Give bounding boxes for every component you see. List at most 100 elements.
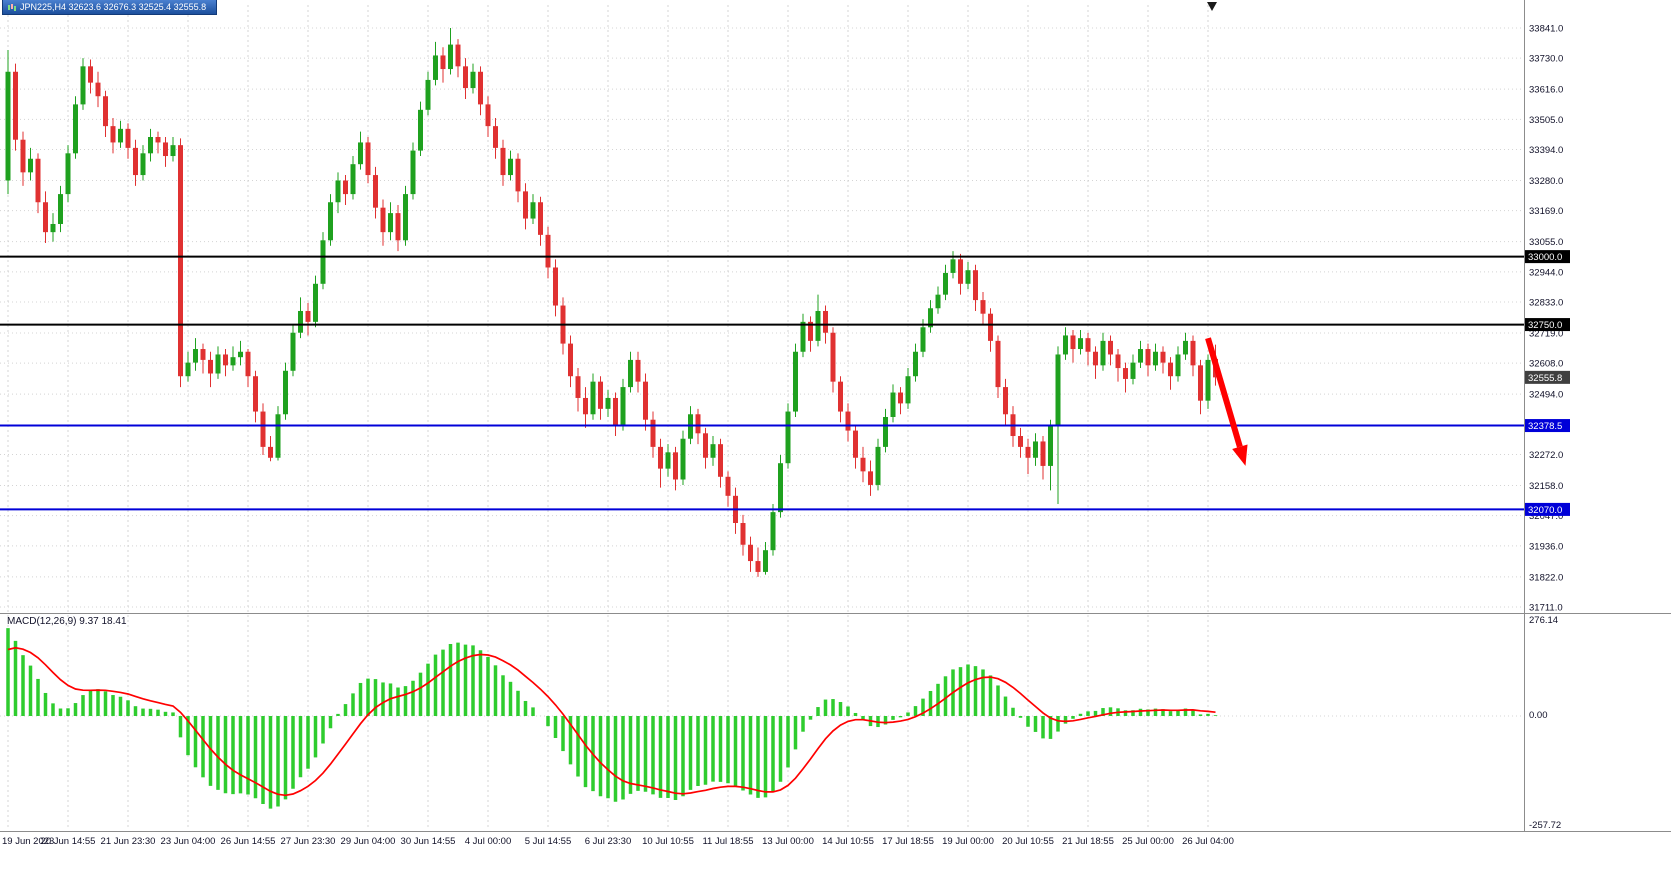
candle-body bbox=[898, 392, 903, 404]
time-axis-label: 26 Jun 14:55 bbox=[221, 836, 276, 847]
candle-body bbox=[1100, 340, 1106, 366]
price-badge bbox=[1525, 370, 1570, 384]
candle-body bbox=[823, 310, 828, 333]
candle-body bbox=[133, 147, 138, 176]
candle-body bbox=[463, 66, 468, 89]
candle-body bbox=[830, 332, 836, 382]
candle-body bbox=[628, 359, 633, 388]
price-badge-label: 32750.0 bbox=[1528, 320, 1562, 331]
candle-body bbox=[530, 202, 536, 219]
candle-body bbox=[335, 180, 341, 203]
candle-body bbox=[493, 126, 498, 148]
time-axis-label: 26 Jul 04:00 bbox=[1182, 836, 1234, 847]
trend-arrow-head[interactable] bbox=[1232, 444, 1248, 466]
candle-body bbox=[200, 349, 206, 360]
candle-body bbox=[620, 387, 626, 426]
time-axis-label: 30 Jun 14:55 bbox=[401, 836, 456, 847]
time-axis-label: 20 Jun 14:55 bbox=[41, 836, 96, 847]
candle-body bbox=[380, 207, 386, 233]
candle-body bbox=[868, 471, 873, 485]
candle-body bbox=[298, 310, 303, 333]
candle-body bbox=[388, 213, 393, 233]
candle-body bbox=[365, 142, 371, 176]
candle-body bbox=[478, 71, 483, 105]
candle-body bbox=[928, 308, 933, 328]
candle-body bbox=[755, 561, 761, 572]
candle-body bbox=[455, 44, 461, 67]
candle-body bbox=[440, 55, 446, 70]
price-badge-label: 32378.5 bbox=[1528, 421, 1562, 432]
price-badge bbox=[1525, 419, 1570, 433]
time-axis-label: 10 Jul 10:55 bbox=[642, 836, 694, 847]
candle-body bbox=[583, 397, 588, 415]
time-axis-label: 11 Jul 18:55 bbox=[702, 836, 753, 847]
candle-body bbox=[65, 153, 71, 195]
candle-body bbox=[965, 270, 971, 284]
price-axis-label: 32272.0 bbox=[1529, 450, 1563, 461]
candle-body bbox=[403, 194, 408, 241]
time-axis-label: 13 Jul 00:00 bbox=[762, 836, 814, 847]
candle-body bbox=[88, 66, 93, 83]
candle-body bbox=[853, 430, 858, 458]
macd-signal-line bbox=[7, 646, 1216, 797]
price-axis-label: 31711.0 bbox=[1529, 603, 1563, 614]
price-axis-label: 33280.0 bbox=[1529, 176, 1563, 187]
price-axis-label: 32494.0 bbox=[1529, 390, 1563, 401]
candle-body bbox=[1018, 436, 1023, 447]
candle-body bbox=[1108, 340, 1113, 355]
candle-body bbox=[1033, 441, 1038, 458]
candle-body bbox=[515, 158, 521, 192]
price-axis-label: 32719.0 bbox=[1529, 328, 1563, 339]
candle-body bbox=[208, 359, 213, 374]
candle-body bbox=[860, 457, 866, 472]
candle-body bbox=[238, 351, 243, 358]
price-axis-label: 33616.0 bbox=[1529, 85, 1563, 96]
candle-body bbox=[118, 128, 123, 143]
candle-body bbox=[140, 153, 146, 176]
candle-body bbox=[1115, 354, 1121, 369]
candle-body bbox=[5, 71, 11, 181]
candle-body bbox=[703, 433, 708, 458]
candle-body bbox=[845, 411, 851, 431]
candlestick-chart-icon bbox=[7, 3, 16, 12]
chart-tab[interactable]: JPN225,H4 32623.6 32676.3 32525.4 32555.… bbox=[2, 0, 218, 15]
price-axis-label: 33055.0 bbox=[1529, 237, 1563, 248]
candle-body bbox=[958, 259, 963, 284]
candle-body bbox=[80, 66, 86, 105]
candle-body bbox=[395, 213, 401, 241]
trend-arrow-shaft[interactable] bbox=[1205, 337, 1243, 448]
candle-body bbox=[590, 381, 596, 415]
candle-body bbox=[508, 158, 513, 176]
candle-body bbox=[673, 452, 678, 480]
time-axis-label: 6 Jul 23:30 bbox=[585, 836, 631, 847]
candle-body bbox=[815, 310, 821, 341]
candle-body bbox=[838, 381, 843, 412]
candle-body bbox=[920, 327, 926, 352]
candle-body bbox=[1078, 338, 1083, 350]
candle-body bbox=[905, 376, 911, 404]
candle-body bbox=[253, 376, 258, 412]
chart-shift-marker-icon[interactable] bbox=[1207, 2, 1217, 11]
price-badge bbox=[1525, 502, 1570, 516]
price-axis-label: 32608.0 bbox=[1529, 359, 1563, 370]
candle-body bbox=[1055, 354, 1061, 426]
candle-body bbox=[943, 272, 948, 295]
candle-body bbox=[223, 354, 228, 366]
candle-body bbox=[718, 444, 723, 477]
price-badge-label: 32555.8 bbox=[1528, 373, 1562, 384]
candle-body bbox=[605, 397, 611, 409]
candle-body bbox=[553, 267, 558, 306]
macd-indicator-label: MACD(12,26,9) 9.37 18.41 bbox=[7, 616, 127, 627]
price-axis-label: 33169.0 bbox=[1529, 206, 1563, 217]
candle-body bbox=[680, 438, 686, 480]
price-badge bbox=[1525, 318, 1570, 332]
candle-body bbox=[410, 150, 416, 195]
candle-body bbox=[13, 71, 18, 140]
candle-body bbox=[1183, 340, 1188, 355]
candle-body bbox=[373, 175, 378, 208]
candle-body bbox=[568, 343, 573, 377]
candle-body bbox=[43, 202, 48, 233]
candle-body bbox=[275, 414, 281, 458]
candle-body bbox=[935, 294, 941, 309]
